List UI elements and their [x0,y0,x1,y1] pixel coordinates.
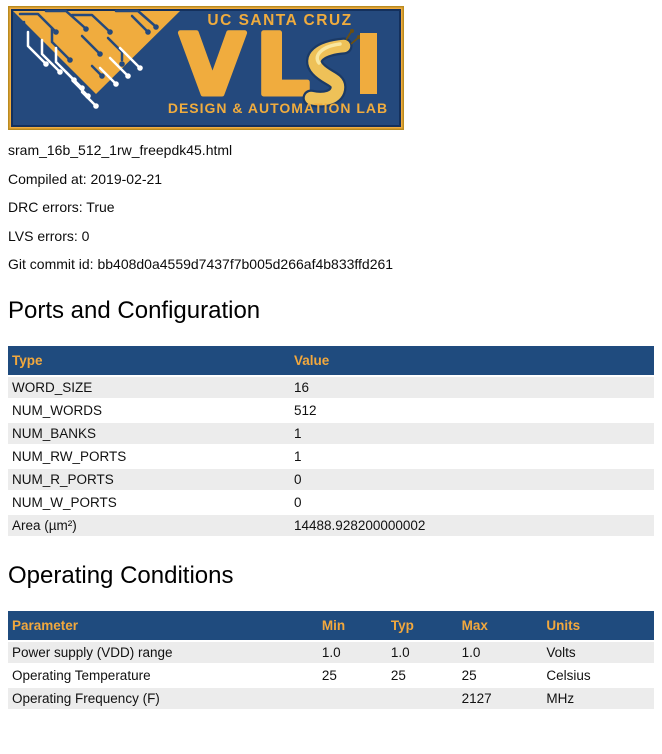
report-filename: sram_16b_512_1rw_freepdk45.html [8,142,233,158]
table-row: NUM_R_PORTS 0 [8,467,654,492]
logo-lab-name: DESIGN & AUTOMATION LAB [168,100,388,116]
cell-type: WORD_SIZE [8,375,291,400]
cell-min: 1.0 [317,640,387,665]
column-header-parameter: Parameter [8,610,318,642]
git-commit-line: Git commit id: bb408d0a4559d7437f7b005d2… [8,256,394,272]
table-row: WORD_SIZE 16 [8,375,654,400]
table-row: NUM_WORDS 512 [8,398,654,423]
logo-letter-i [360,33,377,94]
cell-parameter: Operating Temperature [8,663,318,688]
table-row: NUM_RW_PORTS 1 [8,444,654,469]
cell-max: 1.0 [457,640,543,665]
cell-value: 1 [290,421,654,446]
lvs-errors-line: LVS errors: 0 [8,227,90,244]
cell-units: Volts [542,640,654,665]
vlsi-lab-logo: UC SANTA CRUZ V L DESIGN & AUTOMATION LA… [8,6,404,130]
ports-section-title: Ports and Configuration [8,296,261,324]
cell-parameter: Power supply (VDD) range [8,640,318,665]
table-row: Area (µm²) 14488.928200000002 [8,513,654,538]
cell-parameter: Operating Frequency (F) [8,686,318,711]
ports-config-table: Type Value WORD_SIZE 16 NUM_WORDS 512 NU… [8,345,654,538]
cell-type: Area (µm²) [8,513,291,538]
cell-value: 1 [290,444,654,469]
cell-value: 14488.928200000002 [290,513,654,538]
table-row: Power supply (VDD) range 1.0 1.0 1.0 Vol… [8,640,654,665]
operating-conditions-table: Parameter Min Typ Max Units Power supply… [8,610,654,711]
cell-min: 25 [317,663,387,688]
column-header-typ: Typ [386,610,458,642]
banana-slug-icon [302,29,361,108]
drc-errors-line: DRC errors: True [8,199,115,215]
table-row: NUM_W_PORTS 0 [8,490,654,515]
table-row: NUM_BANKS 1 [8,421,654,446]
cell-max: 2127 [457,686,543,711]
cell-max: 25 [457,663,543,688]
logo-university-name: UC SANTA CRUZ [207,12,352,29]
cell-min [317,686,387,711]
compiled-at-line: Compiled at: 2019-02-21 [8,170,163,187]
column-header-max: Max [457,610,543,642]
operating-section-title: Operating Conditions [8,561,234,589]
logo-letter-v: V [180,16,245,114]
cell-type: NUM_R_PORTS [8,467,291,492]
cell-units: Celsius [542,663,654,688]
cell-typ: 1.0 [386,640,458,665]
cell-type: NUM_RW_PORTS [8,444,291,469]
logo-letter-l: L [256,16,310,114]
column-header-type: Type [8,345,291,377]
column-header-units: Units [542,610,654,642]
table-row: Operating Temperature 25 25 25 Celsius [8,663,654,688]
cell-units: MHz [542,686,654,711]
cell-value: 0 [290,490,654,515]
table-header-row: Parameter Min Typ Max Units [8,610,654,642]
circuit-pattern-icon [13,9,180,109]
cell-value: 16 [290,375,654,400]
column-header-min: Min [317,610,387,642]
column-header-value: Value [290,345,654,377]
cell-type: NUM_WORDS [8,398,291,423]
cell-typ: 25 [386,663,458,688]
cell-value: 0 [290,467,654,492]
cell-value: 512 [290,398,654,423]
table-row: Operating Frequency (F) 2127 MHz [8,686,654,711]
table-header-row: Type Value [8,345,654,377]
cell-type: NUM_W_PORTS [8,490,291,515]
cell-type: NUM_BANKS [8,421,291,446]
cell-typ [386,686,458,711]
